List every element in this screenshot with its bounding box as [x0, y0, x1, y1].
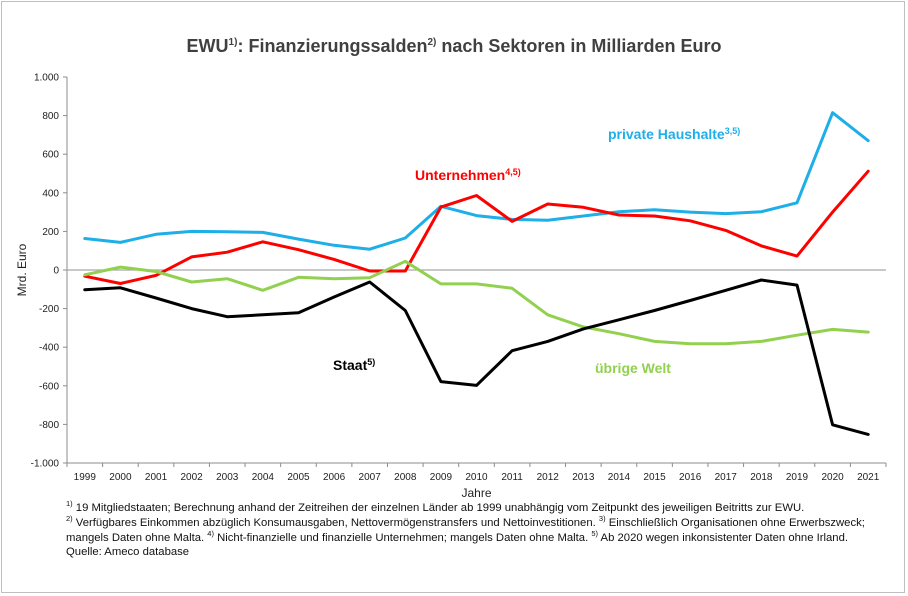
y-tick-label: 0 — [53, 266, 59, 277]
x-tick-label: 2021 — [857, 472, 880, 483]
series-line-haushalte — [83, 111, 870, 251]
x-tick-label: 2001 — [145, 472, 168, 483]
y-tick-label: 400 — [42, 188, 59, 199]
y-tick-label: 200 — [42, 227, 59, 238]
x-tick-label: 2006 — [323, 472, 346, 483]
footnote-4-text: Nicht-finanzielle und finanzielle Untern… — [213, 531, 592, 544]
x-tick-label: 1999 — [74, 472, 97, 483]
line-chart: -1.000 -800 -600 -400 -200 0 200 400 600 800 1.000… — [15, 73, 887, 500]
footnotes: 1) 19 Mitgliedstaaten; Berechnung anhand… — [66, 499, 896, 560]
x-tick-label: 2004 — [252, 472, 275, 483]
y-axis-title: Mrd. Euro — [15, 243, 29, 296]
footnote-2-marker: 2) — [66, 514, 73, 524]
footnote-2-5: 2) Verfügbares Einkommen abzüglich Konsu… — [66, 514, 896, 546]
x-tick-label: 2008 — [394, 472, 417, 483]
series-label-name: private Haushalte — [608, 126, 725, 142]
title-part-1: EWU — [186, 36, 229, 56]
chart-title: EWU1): Finanzierungssalden2) nach Sektor… — [0, 36, 908, 57]
footnote-1: 1) 19 Mitgliedstaaten; Berechnung anhand… — [66, 499, 896, 516]
series-label-name: Staat — [333, 357, 368, 373]
x-axis-title: Jahre — [461, 486, 491, 500]
y-tick-label: -1.000 — [31, 459, 60, 470]
footnote-1-marker: 1) — [66, 499, 73, 509]
series-labels: private Haushalte3,5) Unternehmen4,5) übri… — [333, 126, 740, 376]
x-tick-label: 2020 — [821, 472, 844, 483]
x-tick-label: 2005 — [287, 472, 310, 483]
y-tick-label: -400 — [39, 343, 59, 354]
y-tick-label: 600 — [42, 150, 59, 161]
x-tick-label: 2016 — [679, 472, 702, 483]
y-tick-label: -600 — [39, 381, 59, 392]
series-line-unternehmen — [83, 169, 870, 285]
footnote-4-marker: 4) — [207, 528, 214, 538]
x-tick-label: 2002 — [181, 472, 204, 483]
footnote-5-text: Ab 2020 wegen inkonsistenter Daten ohne … — [598, 531, 849, 544]
y-tick-label: 800 — [42, 111, 59, 122]
x-tick-label: 2007 — [359, 472, 382, 483]
series-line-welt — [83, 259, 870, 346]
series-label-footnote: 4,5) — [505, 167, 521, 177]
series-label-welt: übrige Welt — [595, 360, 671, 376]
series-label-haushalte: private Haushalte3,5) — [608, 126, 740, 142]
x-tick-label: 2018 — [750, 472, 773, 483]
x-tick-label: 2014 — [608, 472, 631, 483]
title-sup-2: 2) — [427, 37, 437, 48]
series-label-name: Unternehmen — [415, 167, 505, 183]
axes: -1.000 -800 -600 -400 -200 0 200 400 600 800 1.000… — [15, 73, 887, 500]
footnote-3-marker: 3) — [598, 514, 606, 524]
source-note: Quelle: Ameco database — [66, 546, 190, 559]
x-tick-label: 2010 — [465, 472, 488, 483]
title-part-2: : Finanzierungssalden — [237, 36, 428, 56]
x-tick-label: 2015 — [643, 472, 666, 483]
x-tick-label: 2003 — [216, 472, 239, 483]
series-line-staat — [83, 278, 870, 436]
series-label-name: übrige Welt — [595, 360, 671, 376]
series-label-unternehmen: Unternehmen4,5) — [415, 167, 521, 183]
footnote-1-text: 19 Mitgliedstaaten; Berechnung anhand de… — [72, 502, 805, 514]
footnote-3-text: Einschließlich Organisationen ohne Erwer… — [66, 516, 865, 544]
title-sup-1: 1) — [228, 37, 238, 48]
y-tick-label: -200 — [39, 304, 59, 315]
x-tick-label: 2011 — [501, 472, 523, 483]
series-label-staat: Staat5) — [333, 357, 375, 373]
title-part-3: nach Sektoren in Milliarden Euro — [436, 36, 722, 56]
x-tick-label: 2017 — [715, 472, 738, 483]
x-tick-label: 2013 — [572, 472, 595, 483]
x-tick-label: 2009 — [430, 472, 453, 483]
series-lines — [83, 111, 870, 436]
x-tick-label: 2012 — [537, 472, 560, 483]
y-tick-label: -800 — [39, 420, 59, 431]
x-tick-label: 2019 — [786, 472, 809, 483]
x-tick-label: 2000 — [109, 472, 132, 483]
y-tick-label: 1.000 — [34, 73, 59, 84]
series-label-footnote: 5) — [367, 357, 375, 367]
footnote-5-marker: 5) — [591, 528, 599, 538]
footnote-2-text: Verfügbares Einkommen abzüglich Konsumau… — [72, 516, 599, 529]
series-label-footnote: 3,5) — [725, 126, 741, 136]
